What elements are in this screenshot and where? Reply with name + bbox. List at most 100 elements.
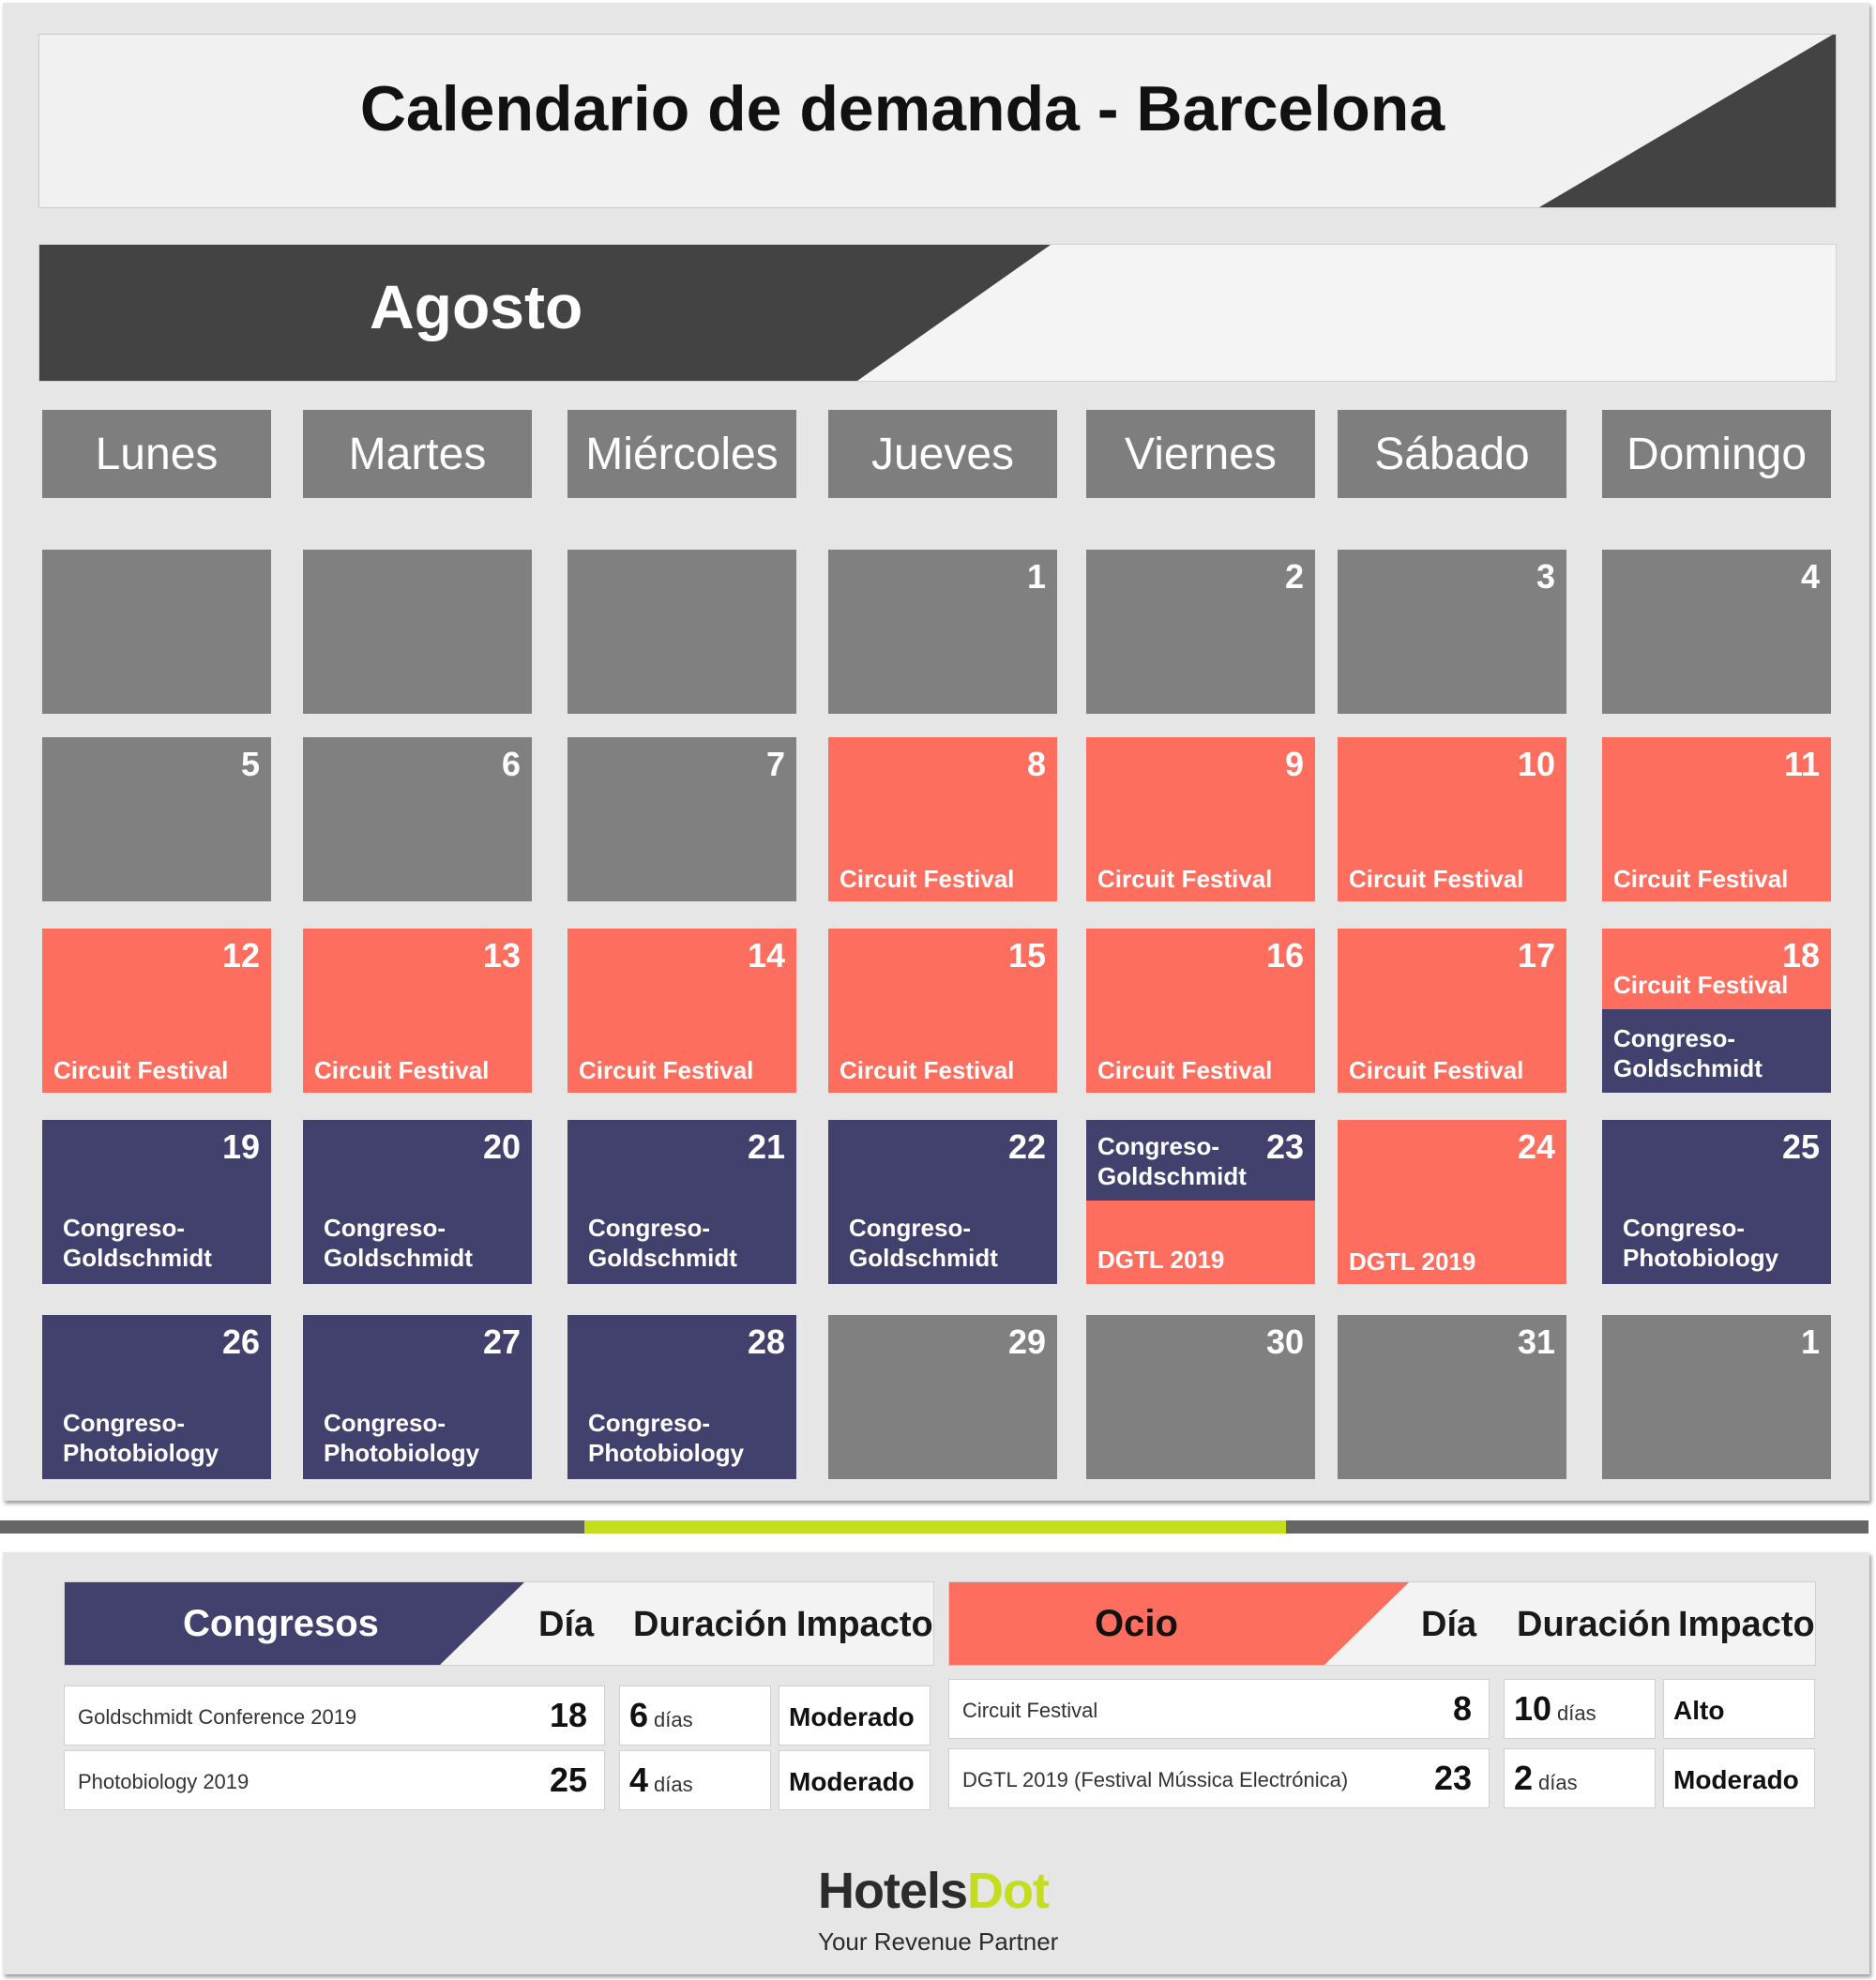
day-number: 11: [1783, 745, 1820, 783]
logo-part-hotels: Hotels: [818, 1863, 968, 1919]
weekday-header: Martes: [303, 410, 532, 498]
calendar-day-cell: 1: [828, 550, 1057, 714]
calendar-day-cell: Congreso- Goldschmidt 20: [303, 1120, 532, 1284]
calendar-day-cell: Circuit Festival 12: [42, 929, 271, 1093]
ocio-row-1-name-cell: Circuit Festival 8: [948, 1679, 1490, 1739]
day-number: 4: [1800, 557, 1820, 596]
event-day: 23: [1433, 1759, 1472, 1797]
calendar-day-cell: 29: [828, 1315, 1057, 1479]
day-number: 17: [1517, 936, 1555, 975]
event-impact: Moderado: [1673, 1765, 1799, 1794]
ocio-col-impacto: Impacto: [1678, 1605, 1815, 1644]
congresos-row-1-impact-cell: Moderado: [779, 1685, 930, 1746]
calendar-day-cell: Circuit Festival Congreso- Goldschmidt 18: [1602, 929, 1831, 1093]
day-number: 12: [221, 936, 260, 975]
weekday-header: Sábado: [1338, 410, 1566, 498]
weekday-header: Jueves: [828, 410, 1057, 498]
calendar-day-cell: [567, 550, 796, 714]
event-day: 8: [1452, 1689, 1472, 1728]
congresos-col-impacto: Impacto: [796, 1605, 933, 1644]
calendar-day-cell: Congreso- Goldschmidt 21: [567, 1120, 796, 1284]
calendar-day-cell: 30: [1086, 1315, 1315, 1479]
calendar-day-cell: 5: [42, 737, 271, 901]
calendar-day-cell: Circuit Festival 14: [567, 929, 796, 1093]
calendar-day-cell: Circuit Festival 17: [1338, 929, 1566, 1093]
event-duration: 4: [629, 1761, 649, 1799]
day-number: 13: [482, 936, 521, 975]
event-label: Congreso- Goldschmidt: [849, 1214, 998, 1272]
event-label: Circuit Festival: [840, 865, 1015, 893]
day-number: 24: [1517, 1127, 1555, 1166]
day-number: 15: [1007, 936, 1046, 975]
day-number: 30: [1265, 1323, 1304, 1361]
event-duration: 6: [629, 1696, 649, 1734]
event-day: 25: [549, 1761, 587, 1799]
calendar-day-cell: Circuit Festival 15: [828, 929, 1057, 1093]
event-segment: Congreso- Goldschmidt: [1602, 1009, 1831, 1093]
weekday-header: Miércoles: [567, 410, 796, 498]
event-label: DGTL 2019: [1097, 1246, 1225, 1274]
calendar-day-cell: Circuit Festival 13: [303, 929, 532, 1093]
page-title: Calendario de demanda - Barcelona: [359, 73, 1445, 144]
calendar-day-cell: 4: [1602, 550, 1831, 714]
event-duration: 2: [1514, 1759, 1534, 1797]
duration-unit: días: [1557, 1701, 1596, 1725]
divider-accent: [584, 1520, 1286, 1534]
event-label: Circuit Festival: [53, 1056, 229, 1084]
day-number: 21: [747, 1127, 785, 1166]
ocio-label: Ocio: [1095, 1603, 1178, 1644]
calendar-day-cell: Circuit Festival 8: [828, 737, 1057, 901]
month-banner-dark: [39, 245, 1051, 381]
day-number: 16: [1265, 936, 1304, 975]
logo-tagline: Your Revenue Partner: [818, 1927, 1059, 1956]
day-number: 3: [1536, 557, 1555, 596]
calendar-day-cell: Congreso- Photobiology 27: [303, 1315, 532, 1479]
day-number: 10: [1517, 745, 1555, 783]
event-label: Congreso- Photobiology: [588, 1409, 745, 1467]
calendar-day-cell: 6: [303, 737, 532, 901]
event-impact: Moderado: [789, 1767, 915, 1796]
day-number: 26: [221, 1323, 260, 1361]
day-number: 9: [1284, 745, 1304, 783]
month-banner: Agosto: [38, 244, 1837, 382]
calendar-day-cell: 7: [567, 737, 796, 901]
ocio-table-header: Ocio Día Duración Impacto: [948, 1581, 1816, 1666]
event-name: Photobiology 2019: [78, 1770, 250, 1793]
hotelsdot-logo: HotelsDot: [818, 1862, 1050, 1920]
ocio-row-1-duration-cell: 10 días: [1504, 1679, 1656, 1739]
day-number: 6: [501, 745, 521, 783]
congresos-row-2-name-cell: Photobiology 2019 25: [64, 1750, 605, 1810]
event-label: Circuit Festival: [1097, 865, 1273, 893]
event-label: Congreso- Photobiology: [324, 1409, 480, 1467]
ocio-col-dia: Día: [1421, 1605, 1477, 1644]
day-number: 18: [1781, 936, 1820, 975]
day-number: 5: [240, 745, 260, 783]
calendar-day-cell: Congreso- Photobiology 25: [1602, 1120, 1831, 1284]
event-segment: Circuit Festival: [1602, 929, 1831, 1009]
calendar-day-cell: Congreso- Photobiology 28: [567, 1315, 796, 1479]
congresos-label: Congresos: [183, 1603, 379, 1644]
day-number: 14: [747, 936, 785, 975]
day-number: 1: [1026, 557, 1046, 596]
event-label: Circuit Festival: [1349, 865, 1524, 893]
calendar-day-cell: Circuit Festival 10: [1338, 737, 1566, 901]
event-day: 18: [549, 1696, 587, 1734]
logo-part-dot: Dot: [967, 1863, 1050, 1919]
day-number: 20: [482, 1127, 521, 1166]
calendar-day-cell: Congreso- Goldschmidt 22: [828, 1120, 1057, 1284]
ocio-row-1-impact-cell: Alto: [1663, 1679, 1815, 1739]
calendar-day-cell: Congreso- Photobiology 26: [42, 1315, 271, 1479]
congresos-row-2-impact-cell: Moderado: [779, 1750, 930, 1810]
event-label: Congreso- Goldschmidt: [1097, 1132, 1247, 1190]
day-number: 2: [1284, 557, 1304, 596]
day-number: 23: [1265, 1127, 1304, 1166]
calendar-day-cell: 3: [1338, 550, 1566, 714]
congresos-row-1-duration-cell: 6 días: [619, 1685, 771, 1746]
month-title: Agosto: [370, 272, 583, 341]
event-label: Circuit Festival: [579, 1056, 754, 1084]
duration-unit: días: [1538, 1771, 1578, 1794]
day-number: 31: [1517, 1323, 1555, 1361]
day-number: 1: [1800, 1323, 1820, 1361]
event-name: Circuit Festival: [962, 1699, 1098, 1722]
congresos-table-header: Congresos Día Duración Impacto: [64, 1581, 934, 1666]
